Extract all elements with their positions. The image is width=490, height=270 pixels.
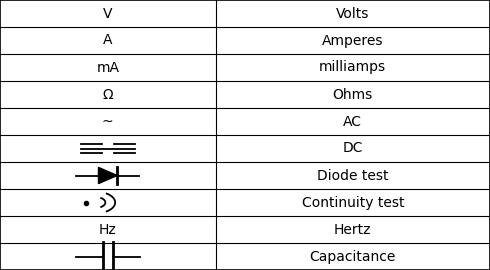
Text: V: V <box>103 6 113 21</box>
Text: AC: AC <box>343 114 362 129</box>
Text: milliamps: milliamps <box>319 60 386 75</box>
Text: Volts: Volts <box>336 6 369 21</box>
Text: ~: ~ <box>102 114 114 129</box>
Text: Diode test: Diode test <box>317 168 389 183</box>
Text: Hertz: Hertz <box>334 222 371 237</box>
Text: Ohms: Ohms <box>333 87 373 102</box>
Text: Continuity test: Continuity test <box>301 195 404 210</box>
Text: Ω: Ω <box>102 87 113 102</box>
Polygon shape <box>98 167 117 184</box>
Text: Hz: Hz <box>99 222 117 237</box>
Text: DC: DC <box>343 141 363 156</box>
Text: Capacitance: Capacitance <box>310 249 396 264</box>
Text: A: A <box>103 33 113 48</box>
Text: mA: mA <box>97 60 119 75</box>
Text: Amperes: Amperes <box>322 33 384 48</box>
